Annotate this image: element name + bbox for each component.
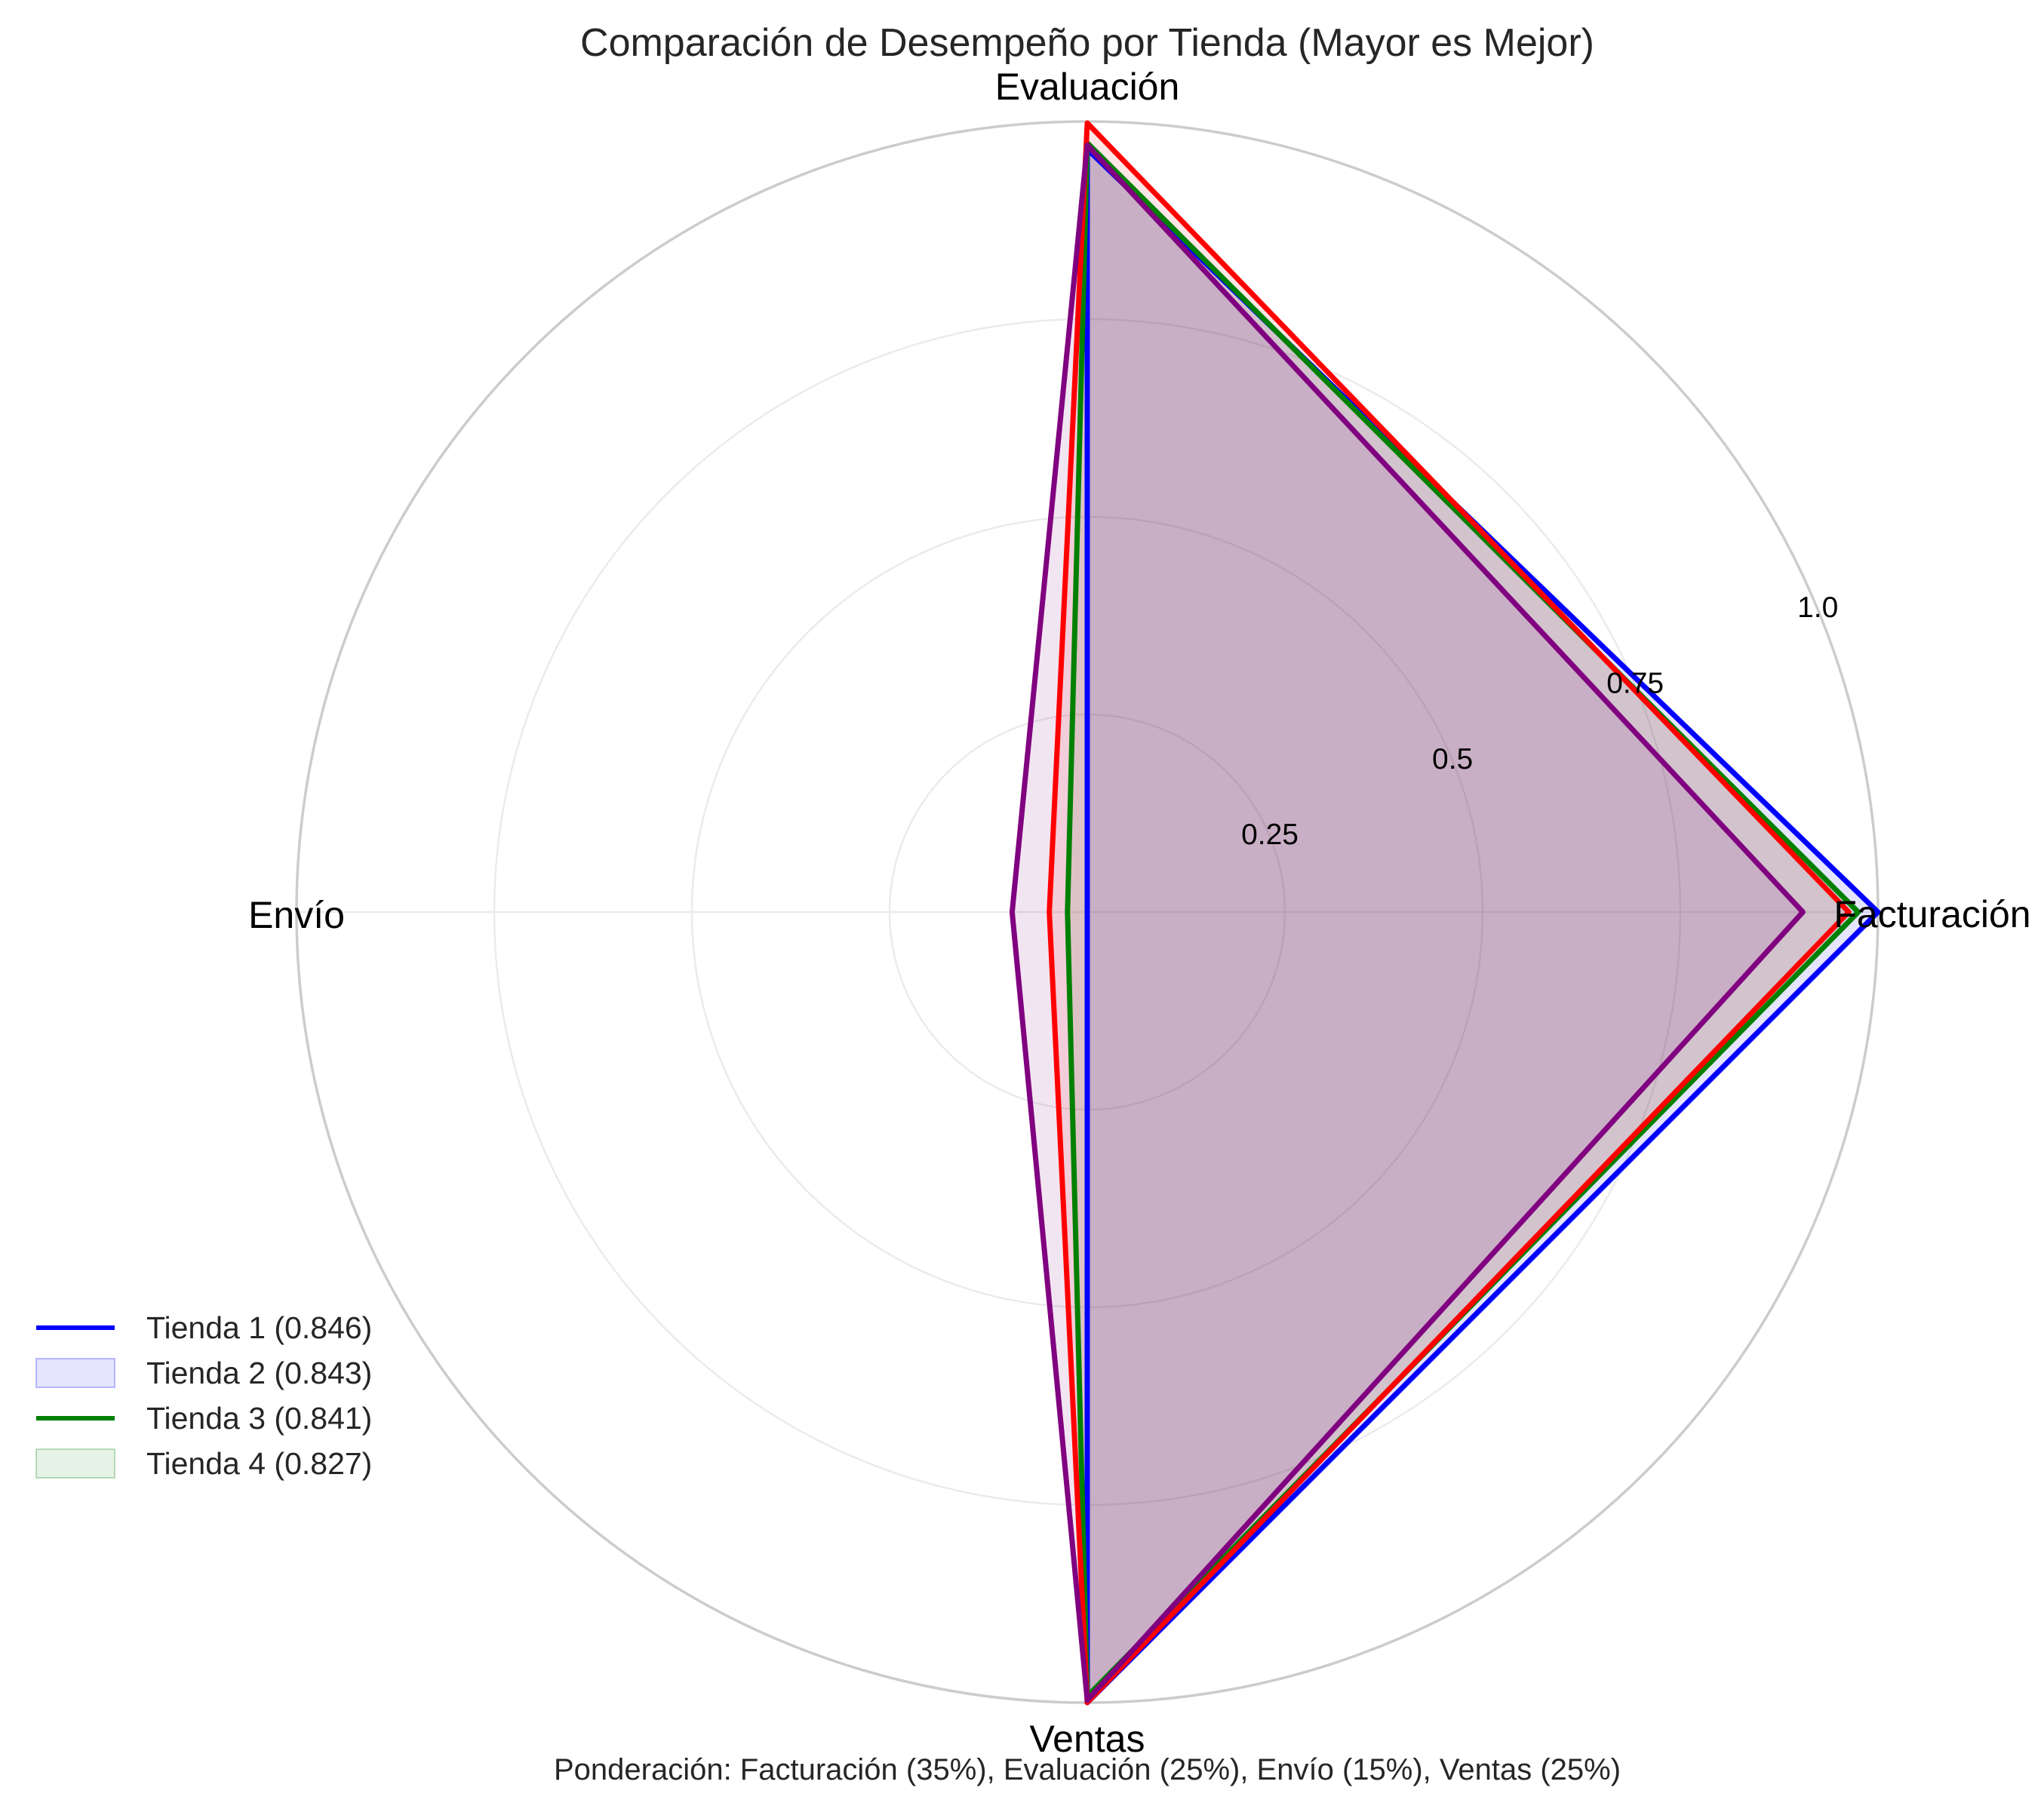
radial-tick-label: 0.25	[1241, 819, 1299, 851]
series-fill	[1067, 143, 1858, 1697]
series-line	[1009, 142, 1806, 1703]
weighting-footnote: Ponderación: Facturación (35%), Evaluaci…	[554, 1753, 1621, 1786]
series-line	[1047, 120, 1852, 1706]
series-fills	[1012, 123, 1878, 1703]
radial-tick-label: 0.75	[1606, 668, 1664, 700]
axis-label: Evaluación	[995, 66, 1180, 108]
axis-label: Envío	[248, 894, 345, 936]
axis-label: Facturación	[1833, 893, 2030, 935]
radial-tick-labels: 0.25 0.5 0.75 1.0	[1241, 591, 1838, 851]
radial-tick-label: 0.5	[1432, 743, 1473, 776]
legend-patch-swatch	[35, 1448, 115, 1479]
series-fill	[1087, 149, 1878, 1703]
legend-label: Tienda 2 (0.843)	[146, 1356, 372, 1390]
legend-label: Tienda 1 (0.846)	[146, 1310, 372, 1345]
axis-label: Ventas	[1030, 1718, 1145, 1760]
legend-label: Tienda 4 (0.827)	[146, 1446, 372, 1481]
radial-tick-label: 1.0	[1797, 591, 1838, 624]
legend-patch-swatch	[35, 1358, 115, 1388]
chart-title: Comparación de Desempeño por Tienda (May…	[580, 21, 1594, 65]
axis-labels: Facturación Evaluación Envío Ventas	[248, 66, 2031, 1760]
series-fill	[1049, 123, 1849, 1703]
legend-label: Tienda 3 (0.841)	[146, 1401, 372, 1436]
series-lines	[1009, 120, 1881, 1706]
series-fill	[1012, 145, 1803, 1700]
legend: Tienda 1 (0.846) Tienda 2 (0.843) Tienda 3…	[35, 1310, 372, 1481]
